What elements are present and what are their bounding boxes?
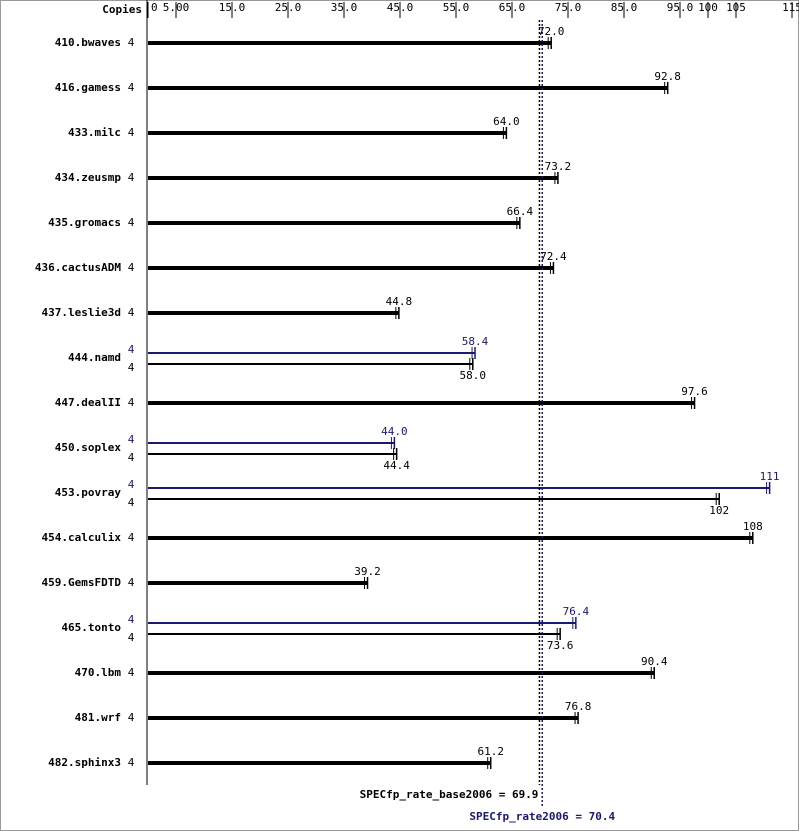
bar [148, 176, 558, 180]
value-label: 76.8 [565, 700, 592, 713]
benchmark-name: 416.gamess [55, 81, 121, 94]
copies: 4 [128, 496, 135, 509]
reference-label: SPECfp_rate2006 = 70.4 [469, 810, 615, 823]
copies: 4 [128, 126, 135, 139]
benchmark-name: 470.lbm [75, 666, 122, 679]
value-label: 108 [743, 520, 763, 533]
copies: 4 [128, 396, 135, 409]
copies: 4 [128, 478, 135, 491]
x-tick-label: 75.0 [555, 1, 582, 14]
x-tick-label: 115 [782, 1, 799, 14]
benchmark-name: 450.soplex [55, 441, 122, 454]
bar [148, 363, 473, 365]
bar [148, 716, 579, 720]
bar [148, 41, 552, 45]
benchmark-name: 444.namd [68, 351, 121, 364]
x-tick-label: 45.0 [387, 1, 414, 14]
value-label: 97.6 [681, 385, 708, 398]
copies: 4 [128, 451, 135, 464]
value-label: 39.2 [354, 565, 381, 578]
value-label: 90.4 [641, 655, 668, 668]
copies: 4 [128, 531, 135, 544]
bar [148, 487, 770, 489]
value-label: 73.6 [547, 639, 574, 652]
value-label: 72.4 [540, 250, 567, 263]
benchmark-name: 453.povray [55, 486, 122, 499]
benchmark-name: 481.wrf [75, 711, 121, 724]
benchmark-name: 482.sphinx3 [48, 756, 121, 769]
value-label: 44.4 [383, 459, 410, 472]
bar [148, 581, 368, 585]
copies: 4 [128, 216, 135, 229]
value-label: 72.0 [538, 25, 565, 38]
value-label: 61.2 [477, 745, 504, 758]
bar [148, 352, 476, 354]
copies: 4 [128, 576, 135, 589]
benchmark-name: 434.zeusmp [55, 171, 122, 184]
benchmark-name: 433.milc [68, 126, 121, 139]
x-tick-label: 0 [151, 1, 158, 14]
value-label: 58.4 [462, 335, 489, 348]
benchmark-name: 436.cactusADM [35, 261, 121, 274]
x-tick-label: 100 [698, 1, 718, 14]
benchmark-name: 465.tonto [61, 621, 121, 634]
bar [148, 622, 576, 624]
x-tick-label: 35.0 [331, 1, 358, 14]
value-label: 66.4 [507, 205, 534, 218]
bar [148, 311, 399, 315]
bar [148, 266, 554, 270]
x-tick-label: 5.00 [163, 1, 190, 14]
bar [148, 131, 507, 135]
value-label: 76.4 [563, 605, 590, 618]
copies: 4 [128, 343, 135, 356]
x-tick-label: 105 [726, 1, 746, 14]
reference-label: SPECfp_rate_base2006 = 69.9 [360, 788, 539, 801]
copies: 4 [128, 261, 135, 274]
bar [148, 442, 395, 444]
benchmark-name: 410.bwaves [55, 36, 121, 49]
value-label: 64.0 [493, 115, 520, 128]
value-label: 102 [709, 504, 729, 517]
copies-header: Copies [102, 3, 142, 16]
bar [148, 86, 668, 90]
copies: 4 [128, 81, 135, 94]
benchmark-name: 447.dealII [55, 396, 121, 409]
bar [148, 761, 491, 765]
bar [148, 633, 561, 635]
x-tick-label: 65.0 [499, 1, 526, 14]
value-label: 58.0 [460, 369, 487, 382]
x-tick-label: 15.0 [219, 1, 246, 14]
copies: 4 [128, 631, 135, 644]
value-label: 44.8 [386, 295, 413, 308]
bar [148, 671, 655, 675]
benchmark-name: 454.calculix [42, 531, 122, 544]
copies: 4 [128, 666, 135, 679]
x-tick-label: 25.0 [275, 1, 302, 14]
benchmark-name: 437.leslie3d [42, 306, 121, 319]
bar [148, 221, 520, 225]
x-tick-label: 85.0 [611, 1, 638, 14]
benchmark-name: 459.GemsFDTD [42, 576, 122, 589]
copies: 4 [128, 711, 135, 724]
value-label: 92.8 [654, 70, 681, 83]
copies: 4 [128, 306, 135, 319]
x-tick-label: 95.0 [667, 1, 694, 14]
value-label: 44.0 [381, 425, 408, 438]
copies: 4 [128, 613, 135, 626]
copies: 4 [128, 756, 135, 769]
copies: 4 [128, 36, 135, 49]
bar [148, 401, 695, 405]
value-label: 73.2 [545, 160, 572, 173]
bar [148, 498, 720, 500]
bar [148, 536, 753, 540]
value-label: 111 [760, 470, 780, 483]
copies: 4 [128, 171, 135, 184]
bar [148, 453, 397, 455]
copies: 4 [128, 361, 135, 374]
x-tick-label: 55.0 [443, 1, 470, 14]
copies: 4 [128, 433, 135, 446]
benchmark-name: 435.gromacs [48, 216, 121, 229]
